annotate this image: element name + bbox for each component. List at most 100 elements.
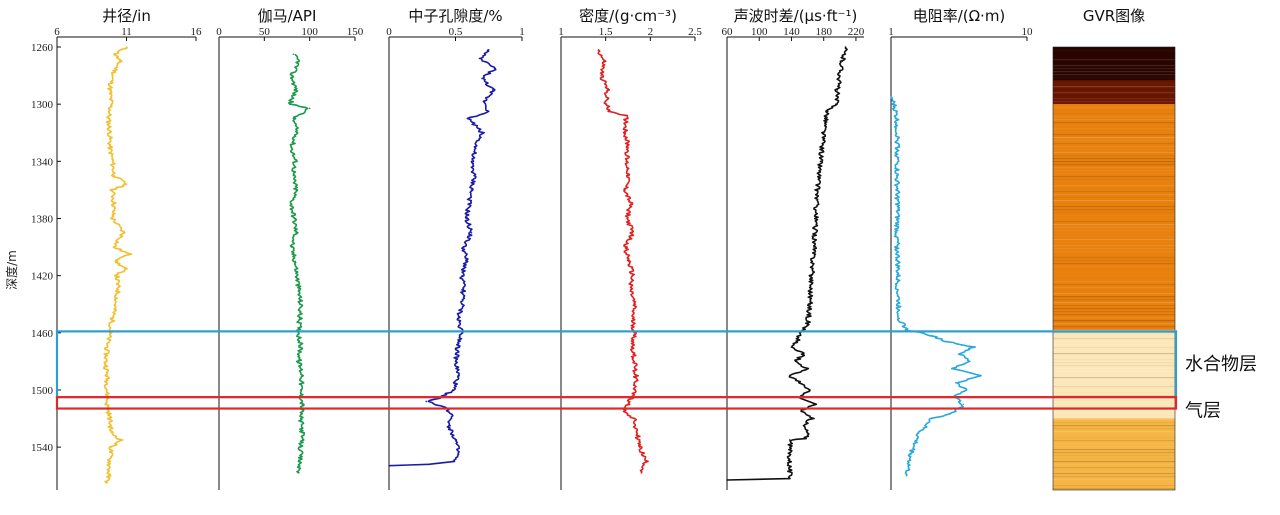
gvr-stripe [1053,458,1175,459]
gvr-stripe [1053,56,1175,57]
gvr-stripe [1053,476,1175,478]
log-point [106,374,108,377]
log-point [802,353,805,356]
track-title: 中子孔隙度/% [408,7,502,25]
log-point [890,96,892,98]
gvr-stripe [1053,245,1175,247]
gvr-stripe [1053,110,1175,111]
log-point [295,89,297,91]
gvr-stripe [1053,374,1175,376]
log-point [125,46,128,48]
y-tick-label: 1380 [31,213,54,225]
gvr-stripe [1053,296,1175,298]
gvr-stripe [1053,284,1175,286]
track-5: 声波时差/(μs·ft⁻¹)60 100 140 180 220 [722,7,865,490]
log-point [473,174,475,177]
gvr-stripe [1053,344,1175,346]
gvr-stripe [1053,449,1175,451]
gvr-frame [1052,46,1176,491]
log-point [290,74,293,77]
gvr-stripe [1053,158,1175,160]
track-6: 电阻率/(Ω·m) 1 10 [888,7,1033,490]
log-point [109,146,111,148]
log-point [107,474,110,477]
log-point [106,403,108,406]
x-tick-label: 220 [848,26,865,38]
gvr-stripe [1053,434,1175,435]
gvr-stripe [1053,440,1175,442]
log-point [301,374,304,377]
gvr-stripe [1053,302,1175,304]
log-point [806,367,809,370]
log-point [789,439,791,441]
log-point [294,160,296,163]
log-point [813,246,815,248]
gvr-stripe [1053,182,1175,183]
log-point [931,417,933,420]
log-point [452,460,454,463]
gvr-stripe [1053,359,1175,360]
gvr-stripe [1053,347,1175,348]
log-point [979,374,981,377]
gvr-stripe [1053,293,1175,295]
log-point [308,107,311,110]
x-tick-label: 16 [191,26,203,38]
x-tick-label: 60 [722,26,734,38]
log-point [800,410,802,413]
log-point [898,317,901,320]
gvr-stripe [1053,179,1175,181]
x-tick-label: 50 [259,26,271,38]
log-point [290,246,293,248]
log-point [118,60,121,63]
gvr-stripe [1053,134,1175,136]
log-point [462,246,465,248]
log-point [290,146,293,148]
x-tick-label: 6 [54,26,60,38]
gvr-stripe [1053,224,1175,226]
log-point [122,231,125,234]
gvr-stripe [1053,59,1175,61]
log-point [301,403,304,406]
log-point [789,374,791,377]
log-point [292,53,295,55]
log-point [836,89,839,91]
log-point [128,253,131,256]
log-point [298,460,301,463]
log-point [789,477,791,480]
log-point [624,131,627,134]
log-point [627,146,629,148]
log-point [457,374,459,377]
log-point [603,60,605,63]
log-point [802,424,805,427]
log-point [805,437,807,440]
gvr-stripe [1053,299,1175,301]
gvr-stripe [1053,287,1175,289]
log-point [806,324,809,327]
log-point [633,417,636,420]
gvr-stripe [1053,131,1175,132]
gvr-stripe [1053,116,1175,118]
log-point [299,446,302,448]
gvr-stripe [1053,47,1175,49]
log-point [297,360,300,363]
log-point [631,231,634,234]
track-title: 井径/in [102,7,151,25]
gvr-stripe [1053,410,1175,412]
log-point [944,340,946,343]
gvr-stripe [1053,350,1175,352]
gvr-stripe [1053,227,1175,229]
gvr-stripe [1053,74,1175,76]
gvr-stripe [1053,341,1175,343]
log-point [462,289,465,291]
gvr-stripe [1053,236,1175,238]
gvr-stripe [1053,275,1175,276]
log-point [465,260,467,263]
log-point [297,289,300,291]
log-point [481,131,483,134]
log-point [448,424,450,427]
gvr-stripe [1053,416,1175,418]
log-point [917,432,920,434]
log-point [106,482,108,484]
log-point [110,103,113,105]
log-point [931,334,933,337]
